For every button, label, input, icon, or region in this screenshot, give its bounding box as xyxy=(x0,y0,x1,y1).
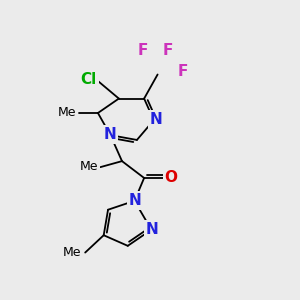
Text: F: F xyxy=(138,44,148,59)
Text: O: O xyxy=(165,170,178,185)
Text: Me: Me xyxy=(58,106,76,119)
Text: N: N xyxy=(146,222,158,237)
Text: Me: Me xyxy=(63,246,81,259)
Text: N: N xyxy=(103,127,116,142)
Text: N: N xyxy=(150,112,163,127)
Text: F: F xyxy=(177,64,188,79)
Text: Me: Me xyxy=(80,160,98,173)
Text: F: F xyxy=(163,44,173,59)
Text: Cl: Cl xyxy=(81,72,97,87)
Text: N: N xyxy=(129,193,141,208)
